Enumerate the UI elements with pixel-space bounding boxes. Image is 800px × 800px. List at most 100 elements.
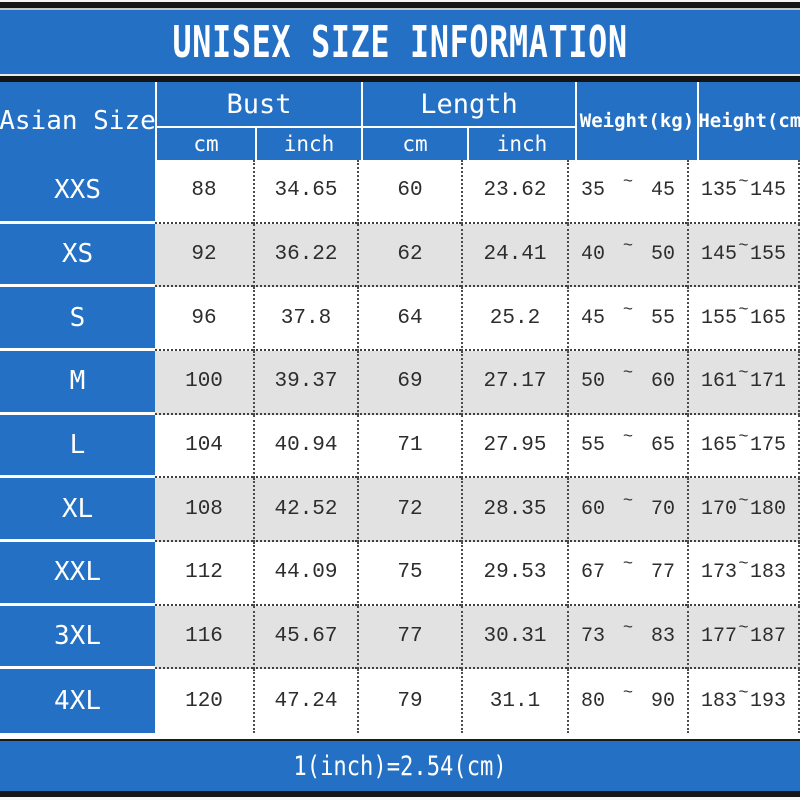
height-min: 173 <box>701 561 738 585</box>
range-tilde-icon: ~ <box>622 683 634 703</box>
table-row: XL 108 42.52 72 28.35 60 ~ 70 170 ~ 180 <box>0 478 800 542</box>
header-length-cm: cm <box>363 128 467 160</box>
length-inch-value: 24.41 <box>461 223 567 288</box>
table-row: S 96 37.8 64 25.2 45 ~ 55 155 ~ 165 <box>0 287 800 351</box>
header-length: Length <box>363 82 575 126</box>
weight-max: 45 <box>650 179 675 203</box>
height-range: 165 ~ 175 <box>687 414 800 479</box>
header-length-inch: inch <box>469 128 575 160</box>
size-label: S <box>0 287 155 351</box>
height-range: 173 ~ 183 <box>687 542 800 606</box>
bust-cm-value: 108 <box>155 478 253 542</box>
footer-gap <box>0 733 800 739</box>
conversion-note: 1(inch)=2.54(cm) <box>293 750 507 782</box>
range-tilde-icon: ~ <box>738 427 749 447</box>
weight-range: 60 ~ 70 <box>567 478 687 542</box>
weight-min: 40 <box>581 242 606 266</box>
size-label: M <box>0 351 155 415</box>
length-inch-value: 27.95 <box>461 414 567 479</box>
range-tilde-icon: ~ <box>622 555 634 575</box>
range-tilde-icon: ~ <box>622 300 634 320</box>
range-tilde-icon: ~ <box>738 236 749 256</box>
weight-range: 35 ~ 45 <box>567 160 687 224</box>
bust-inch-value: 47.24 <box>253 669 357 733</box>
length-cm-value: 71 <box>357 414 461 479</box>
weight-min: 45 <box>581 306 606 330</box>
bust-cm-value: 100 <box>155 351 253 415</box>
bust-inch-value: 40.94 <box>253 414 357 479</box>
height-max: 175 <box>749 433 786 457</box>
length-cm-value: 69 <box>357 351 461 415</box>
height-min: 165 <box>701 433 738 457</box>
height-max: 145 <box>749 179 786 203</box>
table-header: Asian Size Bust Length Weight(kg) Height… <box>0 82 800 160</box>
length-cm-value: 72 <box>357 478 461 542</box>
bust-inch-value: 37.8 <box>253 287 357 351</box>
height-min: 183 <box>701 689 738 713</box>
header-asian-size: Asian Size <box>0 82 156 160</box>
height-range: 135 ~ 145 <box>687 160 800 224</box>
height-min: 177 <box>701 624 738 648</box>
bust-inch-value: 44.09 <box>253 542 357 606</box>
weight-min: 55 <box>581 433 606 457</box>
weight-max: 65 <box>650 433 675 457</box>
table-row: XXL 112 44.09 75 29.53 67 ~ 77 173 ~ 183 <box>0 542 800 606</box>
length-cm-value: 75 <box>357 542 461 606</box>
range-tilde-icon: ~ <box>622 173 634 193</box>
height-max: 187 <box>749 624 786 648</box>
length-cm-value: 60 <box>357 160 461 224</box>
bust-inch-value: 36.22 <box>253 223 357 288</box>
size-label: XXL <box>0 542 155 606</box>
table-row: XXS 88 34.65 60 23.62 35 ~ 45 135 ~ 145 <box>0 160 800 224</box>
header-bust-inch: inch <box>257 128 361 160</box>
range-tilde-icon: ~ <box>738 683 749 703</box>
weight-min: 60 <box>581 497 606 521</box>
range-tilde-icon: ~ <box>738 618 749 638</box>
size-label: XS <box>0 223 155 288</box>
range-tilde-icon: ~ <box>622 364 634 384</box>
bust-inch-value: 42.52 <box>253 478 357 542</box>
table-row: M 100 39.37 69 27.17 50 ~ 60 161 ~ 171 <box>0 351 800 415</box>
table-row: XS 92 36.22 62 24.41 40 ~ 50 145 ~ 155 <box>0 223 800 288</box>
range-tilde-icon: ~ <box>738 555 749 575</box>
weight-range: 50 ~ 60 <box>567 351 687 415</box>
table-body: XXS 88 34.65 60 23.62 35 ~ 45 135 ~ 145 … <box>0 160 800 733</box>
bust-inch-value: 45.67 <box>253 605 357 670</box>
weight-min: 67 <box>581 561 606 585</box>
length-inch-value: 30.31 <box>461 605 567 670</box>
length-inch-value: 25.2 <box>461 287 567 351</box>
height-max: 171 <box>749 370 786 394</box>
weight-max: 77 <box>650 561 675 585</box>
height-max: 180 <box>749 497 786 521</box>
top-black-strip <box>0 2 800 8</box>
height-min: 155 <box>701 306 738 330</box>
height-range: 161 ~ 171 <box>687 351 800 415</box>
title-band: UNISEX SIZE INFORMATION <box>0 10 800 74</box>
length-inch-value: 29.53 <box>461 542 567 606</box>
weight-max: 55 <box>650 306 675 330</box>
bust-cm-value: 120 <box>155 669 253 733</box>
top-white-trim <box>0 0 800 2</box>
range-tilde-icon: ~ <box>738 491 749 511</box>
range-tilde-icon: ~ <box>622 427 634 447</box>
weight-max: 90 <box>650 689 675 713</box>
weight-min: 73 <box>581 624 606 648</box>
length-cm-value: 79 <box>357 669 461 733</box>
table-row: 3XL 116 45.67 77 30.31 73 ~ 83 177 ~ 187 <box>0 605 800 670</box>
weight-range: 55 ~ 65 <box>567 414 687 479</box>
weight-range: 67 ~ 77 <box>567 542 687 606</box>
height-min: 170 <box>701 497 738 521</box>
weight-min: 50 <box>581 370 606 394</box>
footer-band: 1(inch)=2.54(cm) <box>0 739 800 791</box>
height-min: 135 <box>701 179 738 203</box>
bust-cm-value: 104 <box>155 414 253 479</box>
height-max: 183 <box>749 561 786 585</box>
length-cm-value: 64 <box>357 287 461 351</box>
bust-cm-value: 92 <box>155 223 253 288</box>
height-max: 155 <box>749 242 786 266</box>
bust-cm-value: 116 <box>155 605 253 670</box>
bottom-black-strip <box>0 791 800 797</box>
height-range: 183 ~ 193 <box>687 669 800 733</box>
size-label: XXS <box>0 160 155 224</box>
weight-max: 70 <box>650 497 675 521</box>
